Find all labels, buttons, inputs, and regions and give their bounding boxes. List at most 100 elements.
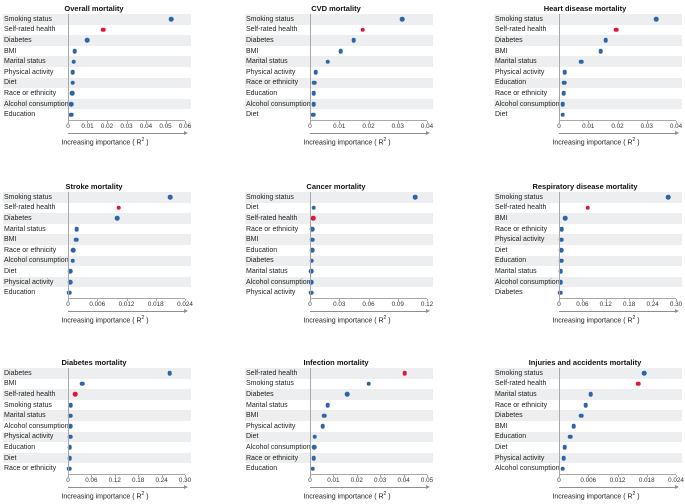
plot-row: BMI [494, 213, 682, 224]
category-label: Marital status [4, 412, 46, 420]
data-point [325, 59, 330, 64]
dot-track [559, 67, 676, 78]
x-axis-tick [559, 474, 560, 478]
x-axis-tick [617, 120, 619, 124]
category-label: Physical activity [246, 422, 296, 430]
plot-row: Diabetes [245, 35, 433, 46]
category-label: Alcohol consumption [246, 443, 311, 451]
x-axis-tick-label: 0.03 [333, 300, 346, 308]
x-axis-tick-label: 0 [308, 300, 312, 308]
dot-track [68, 368, 185, 379]
data-point [68, 112, 74, 117]
category-label: Physical activity [495, 236, 545, 244]
zero-axis-line [559, 14, 560, 120]
plot-row: Smoking status [3, 192, 191, 203]
category-label: Race or ethnicity [495, 401, 548, 409]
data-point [578, 413, 584, 418]
chart-panel-injuries-and-accidents-mortality: Injuries and accidents mortality Smoking … [456, 336, 685, 504]
dot-track [559, 389, 676, 400]
x-axis-tick-label: 0.02 [350, 476, 363, 484]
category-label: Diabetes [246, 390, 274, 398]
dot-track [310, 368, 427, 379]
x-axis-tick-labels: 0 0.06 0.12 0.18 0.24 0.30 [66, 475, 191, 484]
data-point [72, 392, 78, 397]
x-axis-tick [138, 474, 140, 478]
plot-row: Physical activity [494, 452, 682, 464]
data-point [309, 258, 315, 264]
x-axis-tick [397, 120, 399, 124]
dot-track [310, 14, 427, 25]
x-axis-tick-label: 0.012 [609, 476, 626, 484]
panel-inner: Stroke mortality Smoking status Self-rated… [3, 181, 193, 324]
data-point [560, 101, 566, 107]
data-point [562, 69, 568, 75]
x-axis-tick [87, 120, 89, 124]
dot-track [559, 56, 676, 67]
plot-row: Physical activity [245, 287, 433, 298]
plot-row: Diet [494, 442, 682, 453]
x-axis-label: Increasing importance ( R2 ) [61, 490, 149, 501]
data-point [560, 112, 565, 117]
dot-track [559, 463, 676, 474]
category-label: BMI [4, 380, 17, 388]
chart-title: Infection mortality [303, 358, 369, 367]
plot-row: Diabetes [245, 389, 433, 400]
data-point [169, 17, 174, 22]
category-label: Race or ethnicity [246, 454, 299, 462]
x-axis-tick-label: 0.18 [132, 476, 145, 484]
plot-row: Smoking status [245, 379, 433, 390]
data-point [598, 48, 603, 54]
x-axis-line [559, 297, 677, 302]
x-axis-tick [588, 120, 590, 124]
dot-track [558, 266, 676, 277]
plot-row: BMI [3, 46, 191, 57]
x-axis-line [310, 297, 428, 302]
plot-row: Smoking status [3, 400, 191, 411]
plot-row: Smoking status [494, 14, 682, 25]
dot-track [559, 25, 676, 36]
x-axis-tick-label: 0.03 [120, 122, 133, 130]
plot-row: Self-rated health [3, 25, 191, 36]
category-label: Diabetes [495, 412, 523, 420]
category-label: Physical activity [246, 289, 296, 297]
data-point [67, 269, 73, 274]
category-label: BMI [495, 422, 508, 430]
data-point [603, 38, 609, 43]
x-axis-label: Increasing importance ( R2 ) [61, 136, 149, 147]
category-label: Education [246, 246, 278, 254]
x-axis-tick-label: 0.24 [155, 476, 168, 484]
data-point [345, 392, 350, 397]
plot-rows: Self-rated health Smoking status Diabetes M… [245, 368, 433, 474]
category-label: Diabetes [495, 289, 523, 297]
arrow-head-icon [675, 308, 679, 313]
x-axis-tick [427, 298, 428, 302]
dot-track [310, 379, 427, 390]
plot-row: Marital status [245, 400, 433, 411]
category-label: Self-rated health [495, 26, 547, 34]
category-label: Smoking status [495, 369, 543, 377]
dot-track [559, 224, 676, 235]
data-point [70, 80, 75, 86]
dot-track [309, 245, 427, 256]
arrow-line [68, 132, 185, 134]
data-point [567, 434, 573, 440]
x-axis-tick [185, 298, 186, 302]
plot-row: Education [245, 245, 433, 256]
dot-track [68, 25, 185, 36]
data-point [310, 216, 316, 221]
x-axis-tick-labels: 0 0.01 0.02 0.03 0.04 [308, 121, 433, 130]
plot-row: Alcohol consumption [494, 463, 682, 474]
x-axis-tick-label: 0.018 [638, 476, 655, 484]
dot-track [310, 389, 427, 400]
category-label: Self-rated health [495, 204, 547, 212]
importance-arrow [559, 130, 680, 136]
arrow-head-icon [426, 308, 430, 313]
dot-track [559, 78, 676, 89]
panel-inner: Injuries and accidents mortality Smoking … [494, 357, 684, 500]
data-point [309, 237, 315, 242]
x-axis-tick [68, 474, 69, 478]
dot-track [559, 14, 676, 25]
data-point [66, 466, 72, 471]
dot-track [559, 46, 676, 57]
plot-row: Diet [3, 452, 191, 464]
